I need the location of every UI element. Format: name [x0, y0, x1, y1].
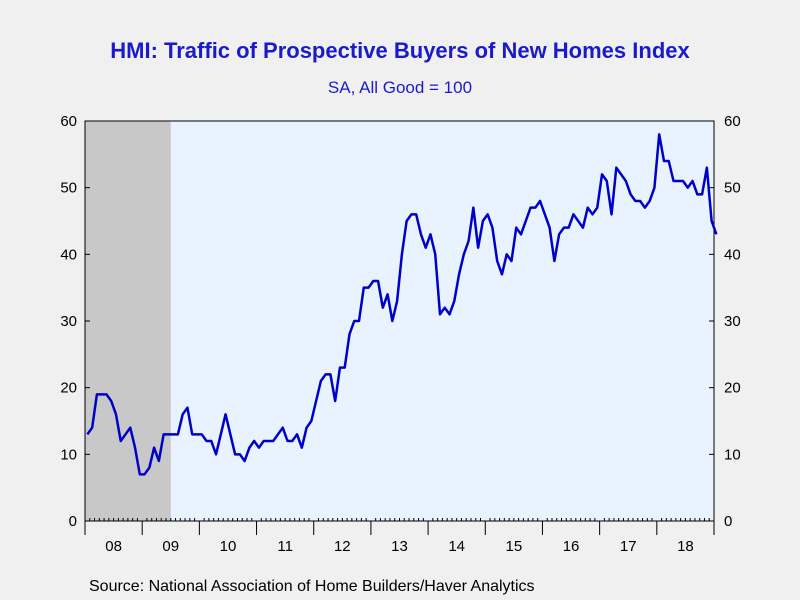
y-tick-label-right: 30	[724, 313, 741, 330]
y-tick-label-right: 40	[724, 246, 741, 263]
x-tick-label: 13	[391, 538, 408, 555]
x-tick-label: 18	[677, 538, 694, 555]
x-tick-label: 08	[105, 538, 122, 555]
y-tick-label-left: 0	[69, 513, 77, 530]
chart-subtitle: SA, All Good = 100	[327, 78, 473, 97]
x-tick-label: 12	[334, 538, 351, 555]
x-tick-label: 17	[620, 538, 637, 555]
y-tick-label-right: 60	[724, 113, 741, 130]
source-note: Source: National Association of Home Bui…	[89, 578, 535, 595]
y-tick-label-left: 60	[60, 113, 77, 130]
y-tick-label-left: 50	[60, 180, 77, 197]
y-tick-label-right: 20	[724, 380, 741, 397]
x-tick-label: 14	[448, 538, 465, 555]
x-tick-label: 11	[277, 538, 293, 555]
y-tick-label-right: 50	[724, 180, 741, 197]
x-tick-label: 16	[563, 538, 580, 555]
y-tick-label-left: 20	[60, 380, 77, 397]
plot-area	[85, 121, 714, 521]
y-tick-label-left: 30	[60, 313, 77, 330]
x-tick-label: 09	[162, 538, 179, 555]
x-tick-label: 10	[220, 538, 237, 555]
y-tick-label-right: 10	[724, 446, 741, 463]
y-tick-label-left: 40	[60, 246, 77, 263]
chart-title: HMI: Traffic of Prospective Buyers of Ne…	[110, 38, 690, 63]
x-tick-label: 15	[506, 538, 523, 555]
y-tick-label-left: 10	[60, 446, 77, 463]
y-tick-label-right: 0	[724, 513, 732, 530]
